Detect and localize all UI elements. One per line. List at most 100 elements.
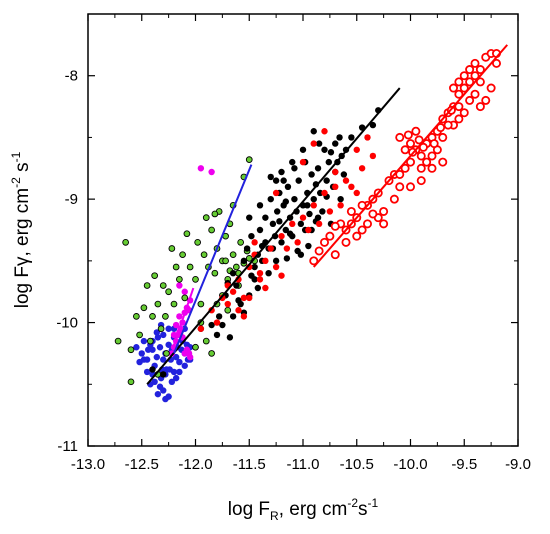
data-point [325,158,332,166]
data-point-outlined [163,350,170,357]
data-point [176,313,183,320]
data-point-outlined [168,245,176,252]
data-point-open [325,231,335,241]
data-point-open [418,142,428,152]
data-point-outlined [208,226,215,234]
data-point [160,371,167,378]
data-point-outlined [233,263,240,271]
data-point [262,284,269,292]
data-point-outlined [208,350,215,357]
data-point-outlined [197,300,205,308]
data-point [337,202,344,209]
x-tick-label: -9.0 [505,456,531,473]
data-point [208,321,215,329]
data-point-open [470,89,480,99]
data-point [172,374,180,382]
data-point [272,189,280,197]
data-point [299,146,307,153]
data-point [267,173,274,181]
data-point-open [357,200,367,210]
data-point [162,395,169,403]
data-point-open [352,231,362,241]
data-point [323,177,330,184]
data-point [208,168,215,176]
data-points [114,48,501,403]
data-point [246,214,253,221]
y-axis-title: log Fγ, erg cm-2 s-1 [9,151,33,308]
x-tick-label: -12.5 [125,456,159,473]
data-point [176,368,183,376]
data-point [294,239,301,246]
data-point-open [454,89,464,99]
data-point-open [448,83,458,93]
data-point [136,358,143,366]
data-point-outlined [192,276,199,283]
data-point-outlined [192,343,199,351]
data-point [291,195,298,203]
data-point-outlined [159,282,167,289]
data-point-open [438,132,448,142]
data-point [160,356,167,363]
data-point [315,220,323,228]
data-point-open [416,151,426,161]
y-tick-label: -9 [65,191,78,208]
data-point-open [443,120,453,130]
data-point-outlined [179,251,186,259]
data-point [274,208,281,215]
data-point [251,239,258,246]
data-point [154,334,162,341]
data-point-open [470,58,480,68]
data-point [282,226,289,234]
data-point [306,210,313,218]
data-point [272,263,280,271]
data-point-open [389,194,399,204]
data-point [219,294,226,302]
data-point-outlined [172,263,180,271]
x-axis-title-superscript: -2 [347,496,358,510]
data-point [321,128,328,135]
data-point [213,331,221,339]
data-point-outlined [222,257,229,265]
data-point-open [454,102,464,112]
data-point-open [454,77,464,87]
data-point-open [486,83,496,93]
data-point-open [357,225,367,235]
data-point [353,189,360,197]
data-point [321,189,328,197]
data-point [172,353,180,361]
data-point-outlined [157,325,165,333]
data-point-outlined [202,214,210,222]
data-point [284,183,292,190]
data-point-open [416,163,426,173]
data-point [229,270,237,277]
data-point-open [405,182,415,192]
fit-line [146,87,401,385]
data-point-open [309,256,319,266]
data-point-open [414,135,424,145]
data-point-outlined [186,263,194,271]
data-point-open [459,108,469,118]
data-point [358,165,366,172]
data-point-open [459,71,469,81]
data-point-outlined [149,313,156,320]
data-point [332,140,339,147]
data-point [315,140,323,147]
data-point-outlined [237,238,245,246]
data-point [332,183,339,190]
data-point [248,232,255,240]
data-point [283,255,291,262]
data-point-outlined [147,337,154,345]
data-point-outlined [133,313,140,320]
data-point [289,220,296,228]
data-point [229,313,237,320]
data-point [145,346,152,353]
data-point-outlined [165,288,172,296]
data-point [143,368,151,376]
data-point [224,300,231,308]
fit-line [312,44,509,268]
data-point-open [438,157,448,167]
data-point-outlined [127,346,135,354]
data-point [280,177,287,184]
data-point [267,195,274,203]
